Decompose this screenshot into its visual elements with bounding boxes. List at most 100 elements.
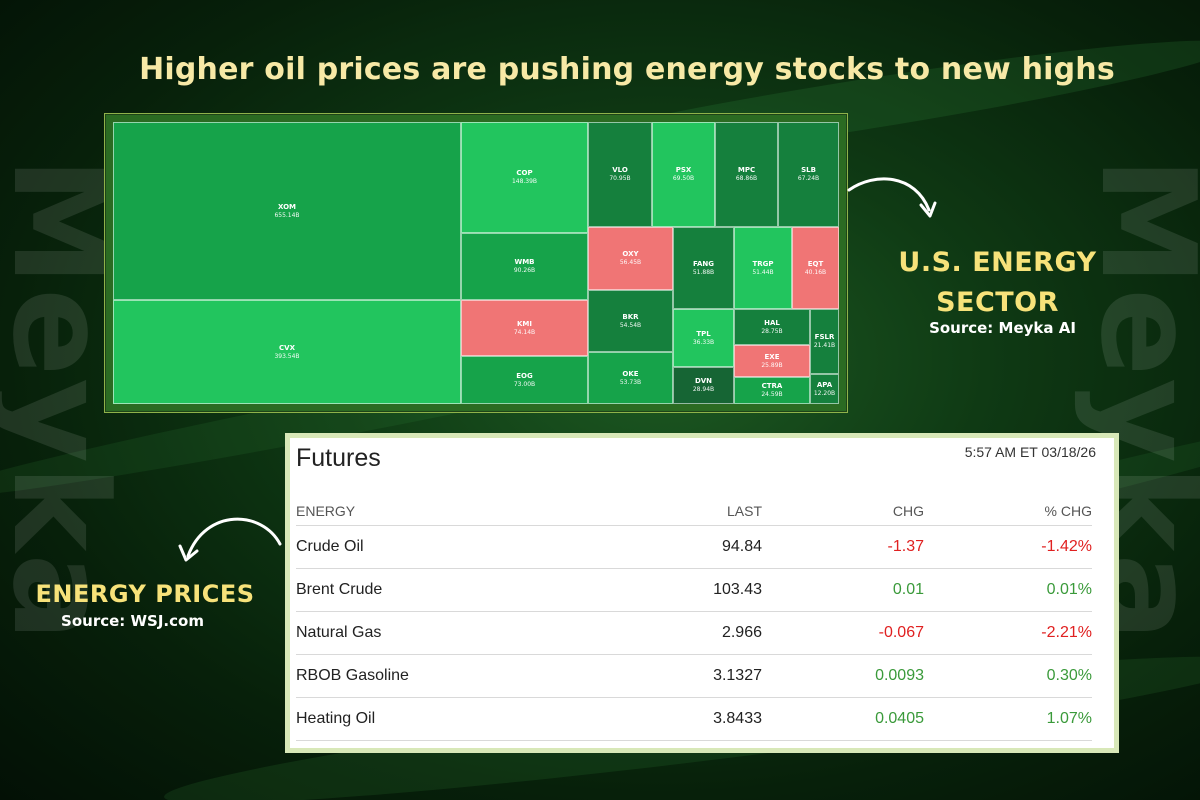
futures-header-row: ENERGY LAST CHG % CHG	[296, 496, 1092, 526]
last-price: 3.1327	[713, 667, 762, 684]
treemap-tile[interactable]: VLO 70.95B	[588, 122, 652, 227]
table-row[interactable]: Heating Oil 3.8433 0.0405 1.07%	[296, 698, 1092, 741]
tile-ticker: FSLR	[814, 333, 835, 341]
sector-label-line2: SECTOR	[936, 287, 1059, 318]
treemap-tile[interactable]: CVX 393.54B	[113, 300, 461, 404]
percent-change: -2.21%	[1041, 624, 1092, 641]
tile-market-cap: 53.73B	[619, 378, 642, 386]
percent-change: 0.01%	[1046, 581, 1092, 598]
tile-ticker: EXE	[764, 352, 780, 361]
tile-market-cap: 73.00B	[513, 380, 536, 388]
table-row[interactable]: Brent Crude 103.43 0.01 0.01%	[296, 569, 1092, 612]
column-header-energy: ENERGY	[296, 502, 356, 519]
curved-arrow-icon	[178, 517, 282, 562]
price-change: 0.0405	[875, 710, 924, 727]
futures-title: Futures	[296, 444, 381, 472]
tile-ticker: HAL	[764, 318, 780, 327]
column-header-last: LAST	[726, 502, 762, 519]
tile-market-cap: 24.59B	[761, 391, 783, 398]
tile-market-cap: 21.41B	[813, 342, 836, 349]
tile-ticker: PSX	[675, 166, 692, 174]
table-row[interactable]: RBOB Gasoline 3.1327 0.0093 0.30%	[296, 655, 1092, 698]
tile-ticker: EOG	[516, 371, 533, 380]
treemap-tile[interactable]: KMI 74.14B	[461, 300, 588, 356]
tile-market-cap: 28.94B	[692, 386, 715, 393]
tile-market-cap: 68.86B	[735, 175, 758, 182]
tile-market-cap: 74.14B	[513, 328, 536, 336]
column-header-chg: CHG	[892, 502, 924, 519]
price-change: 0.01	[892, 581, 924, 598]
treemap-tile[interactable]: COP 148.39B	[461, 122, 588, 233]
tile-market-cap: 36.33B	[692, 338, 715, 346]
tile-market-cap: 67.24B	[797, 175, 820, 182]
tile-ticker: VLO	[612, 166, 628, 174]
treemap-tile[interactable]: FSLR 21.41B	[810, 309, 839, 374]
price-change: 0.0093	[875, 667, 924, 684]
last-price: 3.8433	[713, 710, 762, 727]
last-price: 2.966	[721, 624, 762, 641]
tile-market-cap: 25.89B	[761, 361, 783, 369]
tile-market-cap: 40.16B	[804, 268, 827, 276]
tile-ticker: FANG	[693, 259, 714, 268]
tile-market-cap: 28.75B	[761, 327, 783, 335]
treemap-tile[interactable]: TPL 36.33B	[673, 309, 734, 367]
percent-change: 0.30%	[1046, 667, 1092, 684]
tile-ticker: TRGP	[752, 259, 774, 268]
treemap-tile[interactable]: FANG 51.88B	[673, 227, 734, 309]
tile-market-cap: 51.88B	[692, 268, 715, 276]
commodity-name[interactable]: Natural Gas	[296, 624, 382, 641]
column-header-pct-chg: % CHG	[1044, 502, 1092, 519]
headline: Higher oil prices are pushing energy sto…	[139, 52, 1115, 87]
tile-ticker: XOM	[277, 202, 297, 211]
tile-ticker: APA	[816, 380, 833, 389]
futures-timestamp: 5:57 AM ET 03/18/26	[964, 444, 1096, 460]
commodity-name[interactable]: RBOB Gasoline	[296, 667, 409, 684]
table-row[interactable]: Natural Gas 2.966 -0.067 -2.21%	[296, 612, 1092, 655]
commodity-name[interactable]: Heating Oil	[296, 710, 376, 727]
treemap-tile[interactable]: DVN 28.94B	[673, 367, 734, 404]
tile-ticker: CTRA	[761, 382, 783, 390]
futures-table: Futures 5:57 AM ET 03/18/26 ENERGY LAST …	[290, 438, 1114, 748]
treemap-tile[interactable]: MPC 68.86B	[715, 122, 778, 227]
treemap-tile[interactable]: OXY 56.45B	[588, 227, 673, 290]
treemap-tile[interactable]: CTRA 24.59B	[734, 377, 810, 404]
tile-ticker: CVX	[279, 343, 295, 352]
treemap-tile[interactable]: WMB 90.26B	[461, 233, 588, 300]
table-row[interactable]: Crude Oil 94.84 -1.37 -1.42%	[296, 526, 1092, 569]
treemap-tile[interactable]: TRGP 51.44B	[734, 227, 792, 309]
treemap-tile[interactable]: BKR 54.54B	[588, 290, 673, 352]
tile-market-cap: 51.44B	[752, 268, 774, 276]
commodity-name[interactable]: Brent Crude	[296, 581, 383, 598]
curved-arrow-icon	[847, 177, 937, 218]
tile-market-cap: 56.45B	[619, 259, 642, 266]
sector-source: Source: Meyka AI	[929, 319, 1076, 337]
tile-ticker: OXY	[622, 250, 639, 258]
sector-label: U.S. ENERGY SECTOR	[895, 243, 1100, 323]
tile-ticker: KMI	[517, 319, 532, 328]
tile-ticker: WMB	[514, 258, 535, 266]
commodity-name[interactable]: Crude Oil	[296, 538, 364, 555]
last-price: 103.43	[713, 581, 762, 598]
treemap-tile[interactable]: SLB 67.24B	[778, 122, 839, 227]
treemap-tile[interactable]: EQT 40.16B	[792, 227, 839, 309]
treemap-tile[interactable]: PSX 69.50B	[652, 122, 715, 227]
tile-ticker: SLB	[801, 166, 816, 174]
percent-change: -1.42%	[1041, 538, 1092, 555]
treemap-tile[interactable]: XOM 655.14B	[113, 122, 461, 300]
percent-change: 1.07%	[1046, 710, 1092, 727]
price-change: -0.067	[878, 624, 924, 641]
treemap-tile[interactable]: OKE 53.73B	[588, 352, 673, 404]
treemap-tile[interactable]: HAL 28.75B	[734, 309, 810, 345]
tile-ticker: DVN	[694, 377, 713, 385]
tile-market-cap: 69.50B	[672, 175, 695, 182]
tile-ticker: TPL	[696, 329, 711, 338]
treemap-tile[interactable]: APA 12.20B	[810, 374, 839, 404]
tile-market-cap: 12.20B	[813, 389, 836, 397]
sector-label-line1: U.S. ENERGY	[898, 247, 1097, 278]
tile-market-cap: 54.54B	[619, 321, 642, 329]
treemap-tile[interactable]: EOG 73.00B	[461, 356, 588, 404]
prices-label: ENERGY PRICES	[35, 580, 255, 608]
treemap-tile[interactable]: EXE 25.89B	[734, 345, 810, 377]
futures-frame: Futures 5:57 AM ET 03/18/26 ENERGY LAST …	[285, 433, 1119, 753]
tile-market-cap: 655.14B	[274, 211, 300, 219]
